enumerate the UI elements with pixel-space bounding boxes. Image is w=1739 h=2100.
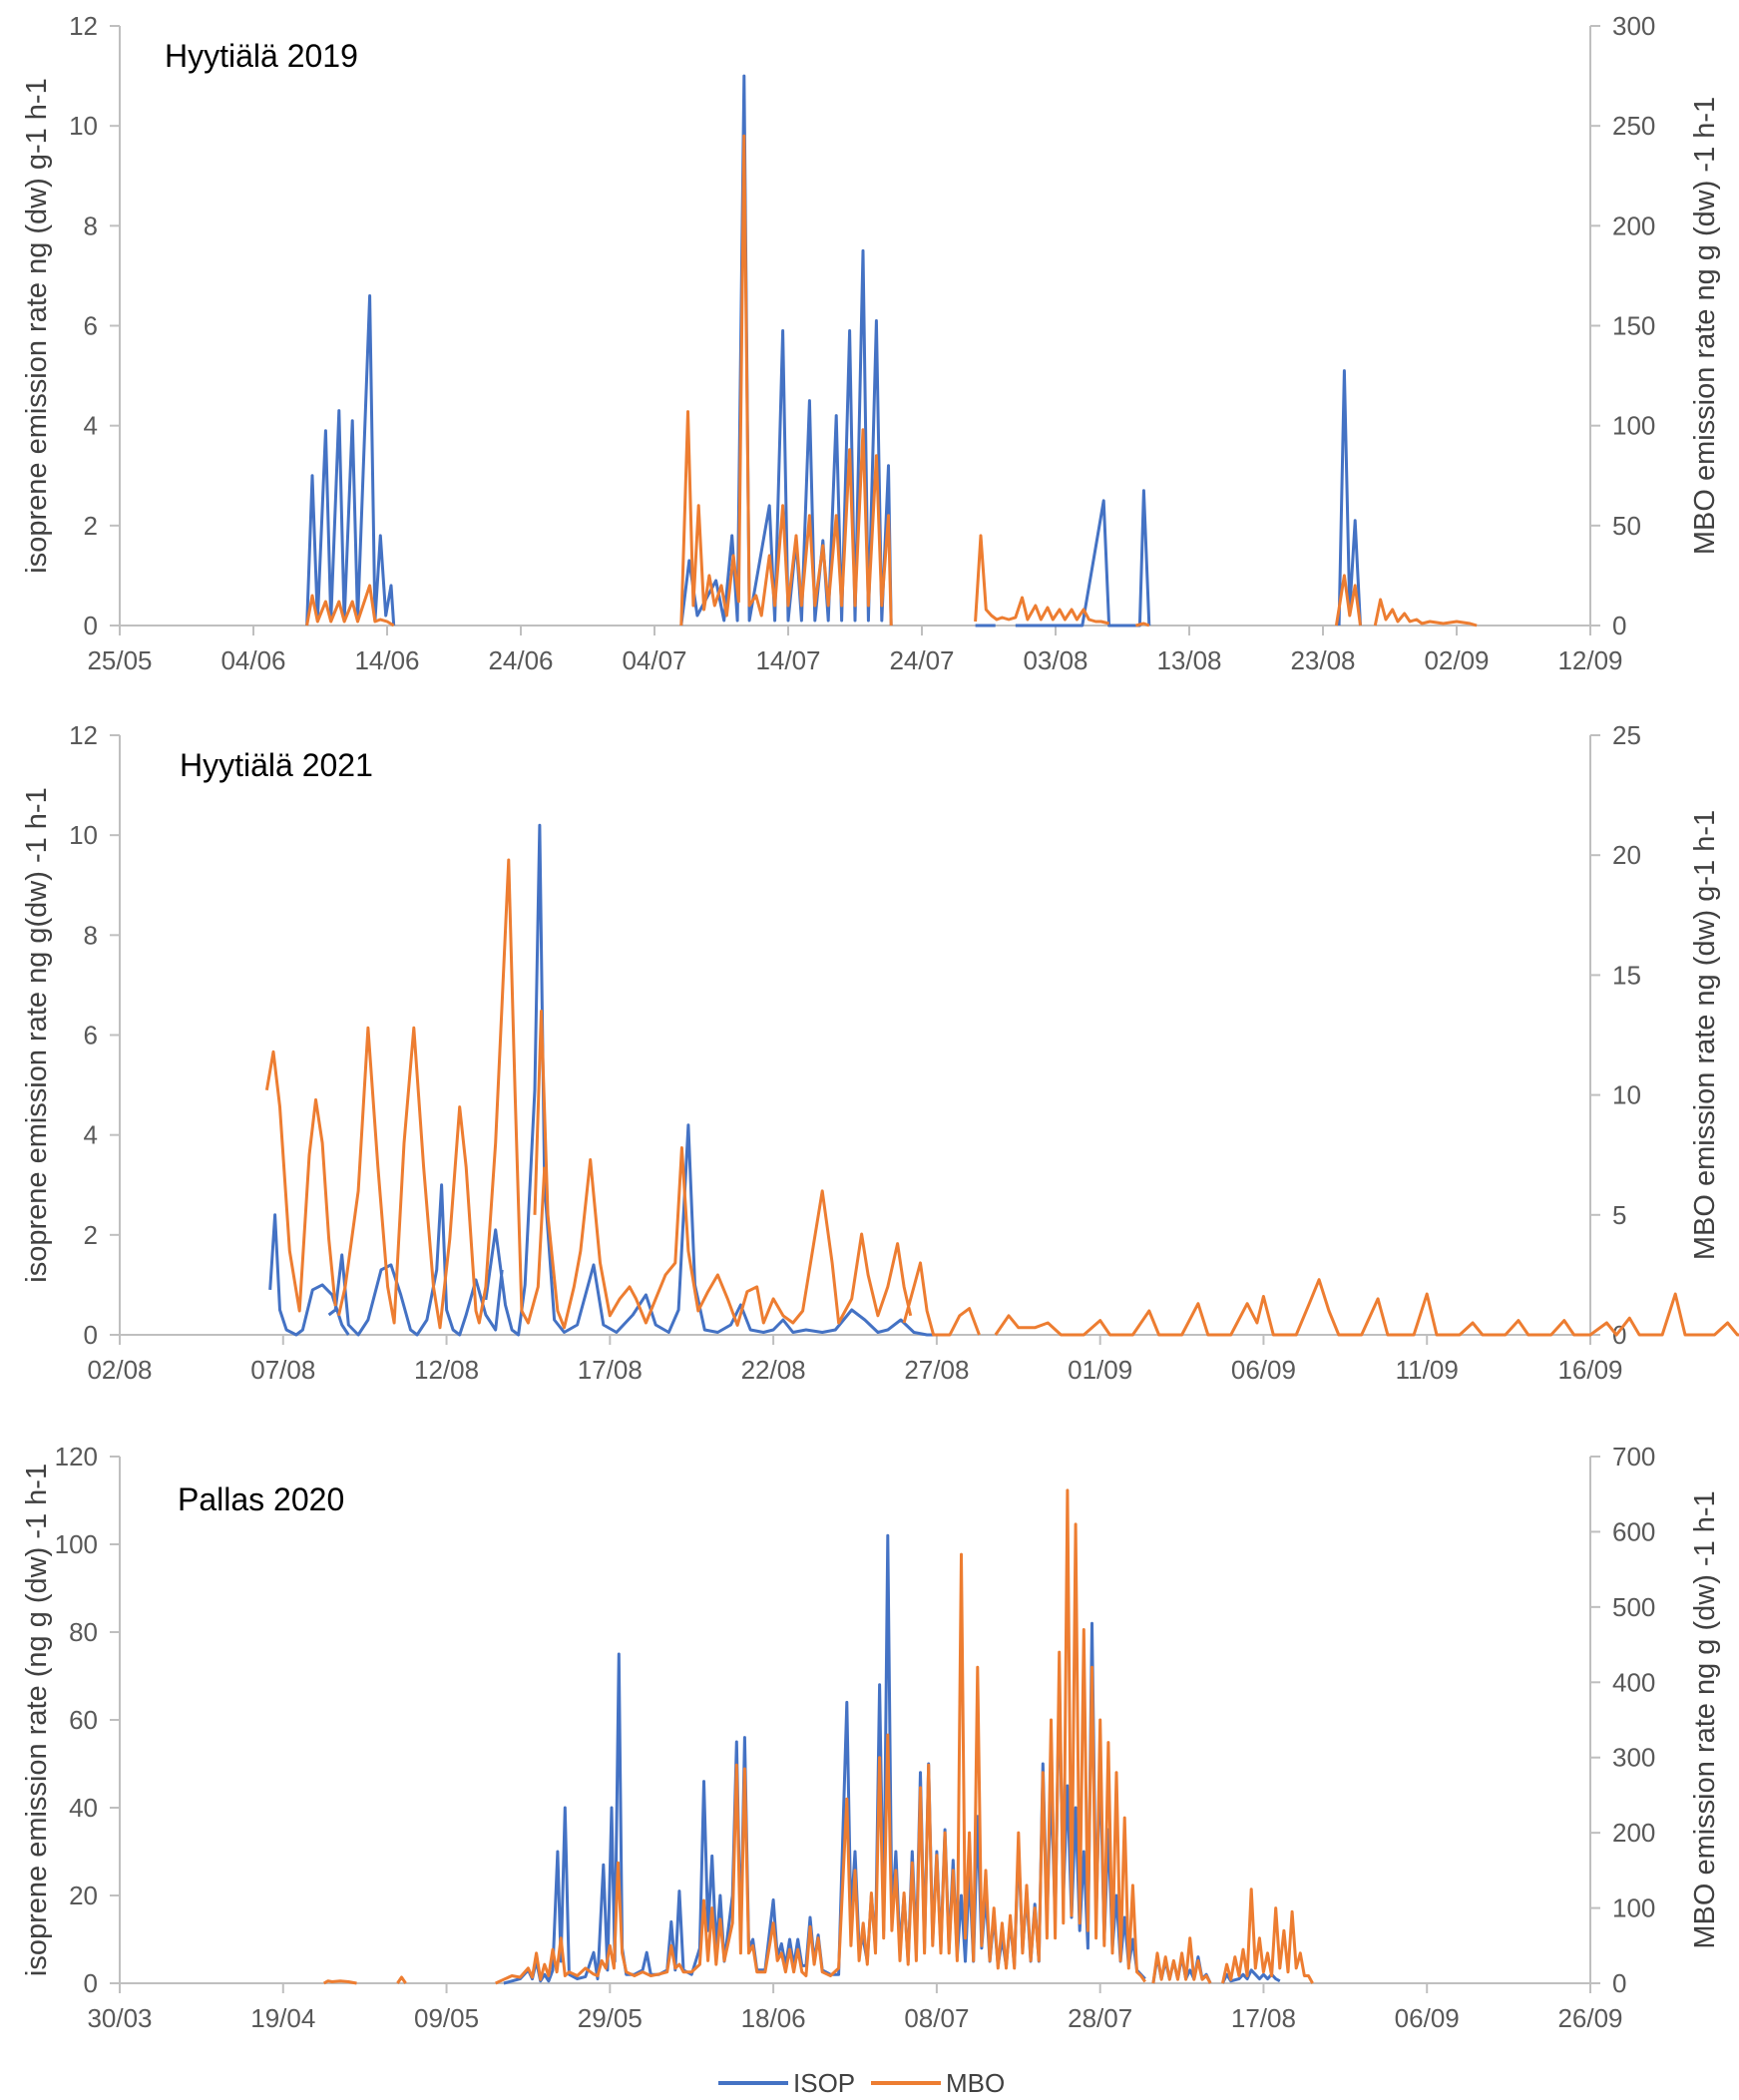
- y-tick-label: 2: [84, 511, 98, 541]
- x-tick-label: 01/09: [1068, 1355, 1132, 1385]
- x-tick-label: 22/08: [741, 1355, 806, 1385]
- y-tick-label: 8: [84, 920, 98, 950]
- y2-tick-label: 10: [1612, 1080, 1641, 1110]
- y2-tick-label: 0: [1612, 611, 1626, 640]
- chart-panel-3: 0 20 40 60 80 100 120 0 100 200 300 400 500 600 700 30/…: [21, 1442, 1721, 2033]
- x-tick-label: 04/06: [220, 645, 285, 675]
- x-tick-label: 14/06: [354, 645, 419, 675]
- y2-tick-label: 50: [1612, 511, 1641, 541]
- y2-axis-title: MBO emission rate ng g (dw) -1 h-1: [1689, 1490, 1721, 1948]
- y2-tick-label: 700: [1612, 1442, 1655, 1471]
- y-tick-label: 0: [84, 611, 98, 640]
- y-tick-label: 40: [69, 1793, 98, 1823]
- y2-tick-label: 20: [1612, 840, 1641, 870]
- y2-tick-label: 150: [1612, 311, 1655, 341]
- x-tick-label: 03/08: [1023, 645, 1087, 675]
- x-tick-label: 18/06: [741, 2003, 806, 2033]
- x-tick-label: 30/03: [87, 2003, 152, 2033]
- x-tick-label: 04/07: [622, 645, 686, 675]
- legend-label-mbo: MBO: [946, 2068, 1005, 2098]
- y2-tick-label: 600: [1612, 1516, 1655, 1546]
- y-tick-label: 12: [69, 720, 98, 750]
- x-tick-label: 02/09: [1424, 645, 1489, 675]
- y-tick-label: 2: [84, 1220, 98, 1250]
- y2-tick-label: 100: [1612, 1893, 1655, 1923]
- y-tick-label: 6: [84, 1021, 98, 1050]
- y-tick-label: 20: [69, 1881, 98, 1910]
- chart-title: Hyytiälä 2021: [180, 747, 373, 783]
- y-tick-label: 0: [84, 1968, 98, 1998]
- x-tick-label: 12/09: [1557, 645, 1622, 675]
- y-tick-label: 12: [69, 11, 98, 41]
- y2-axis-title: MBO emission rate ng (dw) g-1 h-1: [1689, 810, 1721, 1260]
- y-tick-label: 10: [69, 820, 98, 850]
- legend-label-isop: ISOP: [793, 2068, 855, 2098]
- x-tick-label: 12/08: [414, 1355, 479, 1385]
- x-tick-label: 08/07: [904, 2003, 969, 2033]
- y2-tick-label: 15: [1612, 960, 1641, 990]
- y-tick-label: 8: [84, 210, 98, 240]
- x-tick-label: 11/09: [1396, 1355, 1459, 1385]
- y-tick-label: 100: [55, 1529, 98, 1559]
- y-tick-label: 4: [84, 1120, 98, 1150]
- x-tick-label: 06/09: [1395, 2003, 1460, 2033]
- x-tick-label: 17/08: [578, 1355, 643, 1385]
- x-tick-label: 24/07: [889, 645, 954, 675]
- series-line-mbo: [305, 134, 1478, 628]
- series-line-isop: [305, 74, 1362, 628]
- y2-tick-label: 0: [1612, 1968, 1626, 1998]
- y2-tick-label: 400: [1612, 1667, 1655, 1697]
- chart-title: Hyytiälä 2019: [165, 38, 358, 74]
- y2-tick-label: 25: [1612, 720, 1641, 750]
- series-line-mbo: [322, 1488, 1314, 1985]
- x-tick-label: 17/08: [1231, 2003, 1296, 2033]
- y-tick-label: 6: [84, 311, 98, 341]
- y2-axis-title: MBO emission rate ng g (dw) -1 h-1: [1689, 97, 1721, 555]
- y2-tick-label: 200: [1612, 210, 1655, 240]
- chart-title: Pallas 2020: [178, 1481, 344, 1517]
- x-tick-label: 13/08: [1156, 645, 1221, 675]
- series-line-mbo: [264, 858, 1739, 1337]
- y2-tick-label: 500: [1612, 1592, 1655, 1622]
- x-tick-label: 26/09: [1557, 2003, 1622, 2033]
- y-tick-label: 80: [69, 1617, 98, 1647]
- x-tick-label: 28/07: [1068, 2003, 1132, 2033]
- x-tick-label: 24/06: [488, 645, 553, 675]
- y2-tick-label: 300: [1612, 1743, 1655, 1773]
- chart-panel-1: 0 2 4 6 8 10 12 0 50 100 150 200 250 300 25/05 04/06 14/…: [21, 11, 1721, 675]
- y-tick-label: 4: [84, 411, 98, 441]
- x-tick-label: 23/08: [1290, 645, 1355, 675]
- x-tick-label: 19/04: [250, 2003, 315, 2033]
- x-tick-label: 25/05: [87, 645, 152, 675]
- y-axis-title: isoprene emission rate ng g(dw) -1 h-1: [21, 787, 53, 1282]
- y2-tick-label: 100: [1612, 411, 1655, 441]
- x-tick-label: 09/05: [414, 2003, 479, 2033]
- y-tick-label: 120: [55, 1442, 98, 1471]
- x-tick-label: 06/09: [1231, 1355, 1296, 1385]
- y2-tick-label: 200: [1612, 1818, 1655, 1848]
- y-axis-title: isoprene emission rate ng (dw) g-1 h-1: [21, 78, 53, 573]
- x-tick-label: 27/08: [904, 1355, 969, 1385]
- y2-tick-label: 5: [1612, 1200, 1626, 1230]
- y2-tick-label: 250: [1612, 111, 1655, 141]
- y-tick-label: 60: [69, 1705, 98, 1735]
- x-tick-label: 02/08: [87, 1355, 152, 1385]
- x-tick-label: 14/07: [755, 645, 820, 675]
- legend: ISOP MBO: [718, 2068, 1005, 2098]
- x-tick-label: 29/05: [578, 2003, 643, 2033]
- y-tick-label: 10: [69, 111, 98, 141]
- x-tick-label: 07/08: [250, 1355, 315, 1385]
- y-tick-label: 0: [84, 1320, 98, 1350]
- x-tick-label: 16/09: [1557, 1355, 1622, 1385]
- y2-tick-label: 300: [1612, 11, 1655, 41]
- y-axis-title: isoprene emission rate (ng g (dw) -1 h-1: [21, 1464, 53, 1976]
